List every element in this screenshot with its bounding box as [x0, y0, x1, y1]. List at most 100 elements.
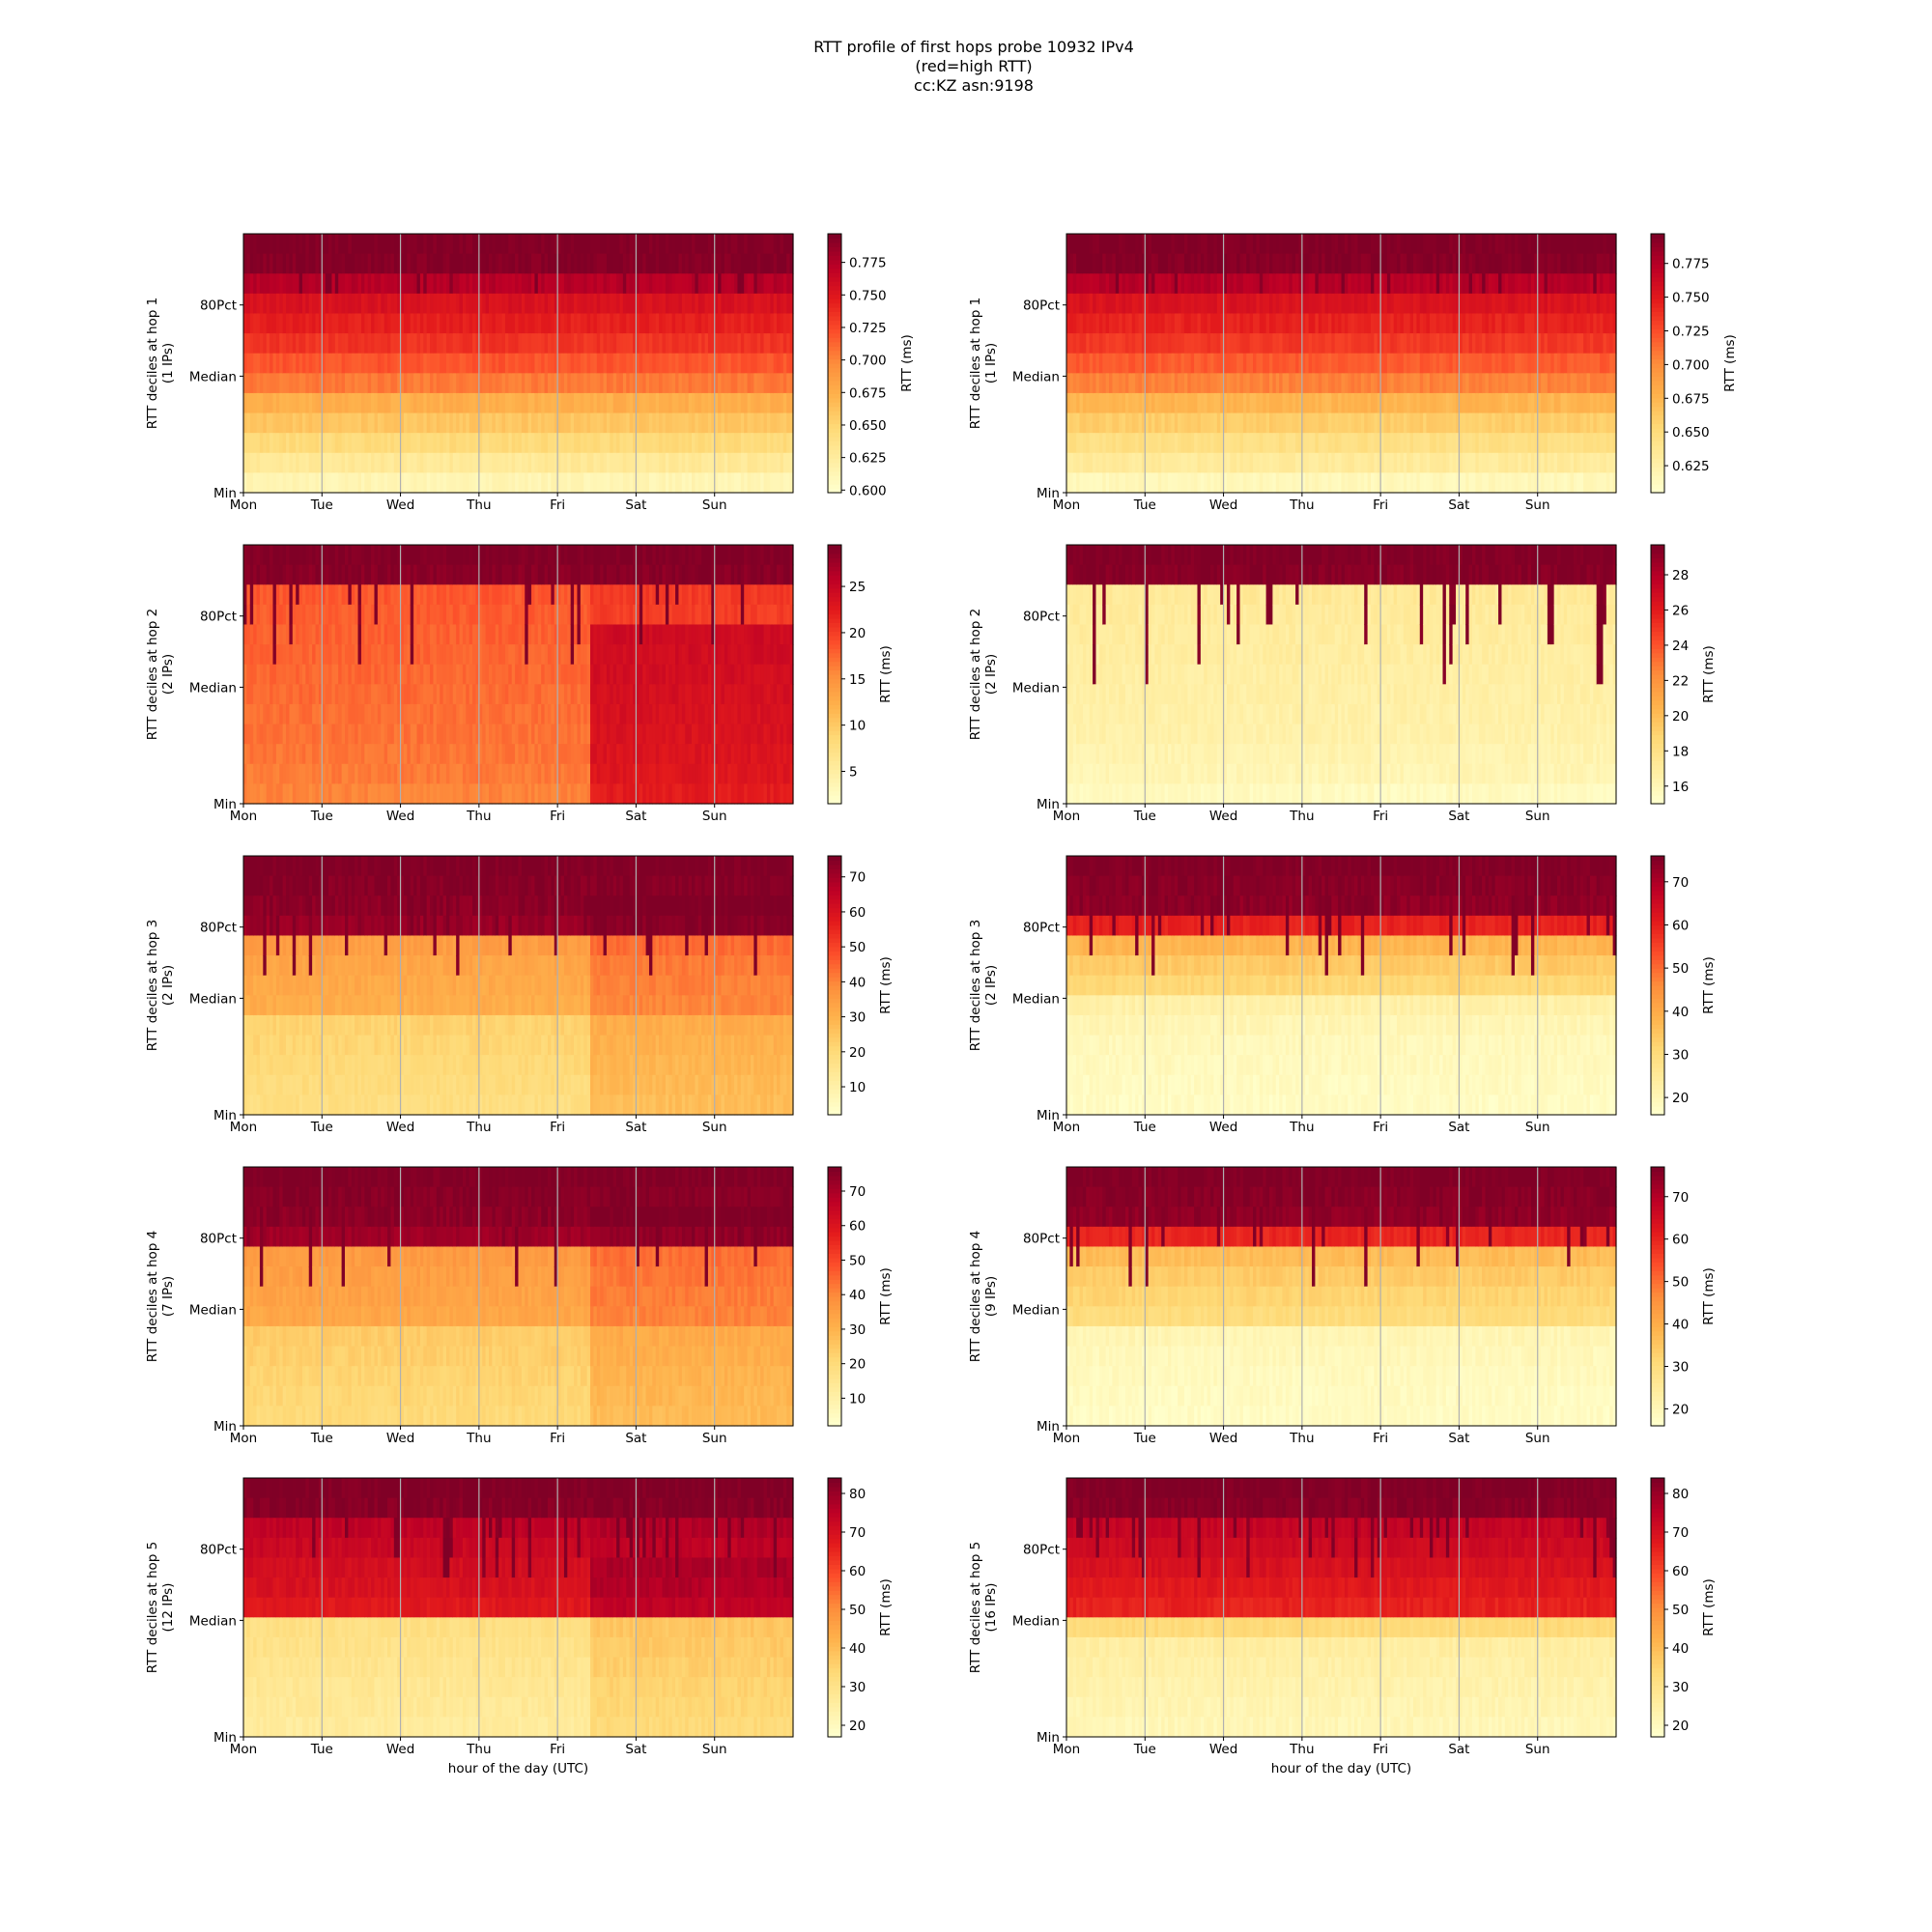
heatmap-cell [1413, 313, 1417, 334]
heatmap-cell [381, 452, 385, 473]
heatmap-cell [704, 253, 709, 274]
heatmap-cell [1338, 472, 1343, 494]
heatmap-cell [445, 273, 450, 295]
heatmap-cell [344, 412, 349, 434]
heatmap-cell [786, 333, 791, 355]
heatmap-cell [1204, 353, 1208, 374]
heatmap-cell [701, 293, 706, 315]
heatmap-cell [469, 273, 473, 295]
heatmap-cell [249, 234, 254, 255]
heatmap-cell [1488, 293, 1492, 315]
heatmap-cell [636, 412, 640, 434]
colorbar-segment [1651, 255, 1664, 261]
heatmap-cell [688, 353, 693, 374]
heatmap-cell [740, 412, 745, 434]
heatmap-cell [1187, 253, 1192, 274]
heatmap-cell [724, 373, 728, 394]
heatmap-cell [1072, 333, 1077, 355]
heatmap-cell [747, 293, 752, 315]
heatmap-cell [384, 273, 388, 295]
heatmap-cell [1338, 273, 1343, 295]
heatmap-cell [626, 412, 631, 434]
heatmap-cell [1423, 234, 1428, 255]
heatmap-cell [1377, 452, 1381, 473]
heatmap-cell [1223, 373, 1228, 394]
heatmap-cell [1122, 373, 1126, 394]
heatmap-cell [279, 392, 284, 414]
heatmap-cell [282, 392, 287, 414]
heatmap-cell [551, 333, 555, 355]
heatmap-cell [734, 452, 739, 473]
heatmap-cell [534, 392, 539, 414]
heatmap-cell [1449, 392, 1454, 414]
heatmap-cell [377, 313, 382, 334]
heatmap-cell [1488, 313, 1492, 334]
heatmap-cell [282, 273, 287, 295]
heatmap-cell [1468, 353, 1473, 374]
heatmap-cell [750, 273, 754, 295]
heatmap-cell [600, 392, 605, 414]
heatmap-cell [485, 392, 490, 414]
colorbar-segment [1651, 346, 1664, 352]
heatmap-cell [1151, 373, 1156, 394]
colorbar-segment [1651, 302, 1664, 308]
heatmap-cell [360, 293, 365, 315]
heatmap-cell [1350, 472, 1355, 494]
heatmap-cell [1465, 333, 1470, 355]
heatmap-cell [1246, 392, 1251, 414]
heatmap-cell [1268, 373, 1273, 394]
heatmap-cell [557, 273, 562, 295]
heatmap-cell [498, 452, 503, 473]
heatmap-cell [433, 333, 438, 355]
heatmap-cell [692, 253, 696, 274]
heatmap-cell [1449, 472, 1454, 494]
heatmap-cell [1406, 273, 1411, 295]
heatmap-cell [1089, 472, 1094, 494]
colorbar-segment [828, 479, 841, 485]
heatmap-cell [730, 273, 735, 295]
heatmap-cell [1102, 433, 1107, 454]
heatmap-cell [1374, 373, 1378, 394]
heatmap-cell [1105, 373, 1110, 394]
heatmap-cell [367, 433, 372, 454]
heatmap-cell [724, 392, 728, 414]
heatmap-cell [525, 433, 529, 454]
heatmap-cell [1102, 273, 1107, 295]
heatmap-cell [348, 373, 353, 394]
heatmap-cell [1239, 353, 1244, 374]
heatmap-cell [397, 392, 402, 414]
heatmap-cell [393, 353, 398, 374]
heatmap-cell [348, 353, 353, 374]
heatmap-cell [1233, 293, 1237, 315]
heatmap-cell [633, 293, 638, 315]
heatmap-cell [1079, 234, 1084, 255]
heatmap-cell [612, 472, 617, 494]
heatmap-cell [665, 293, 669, 315]
heatmap-cell [489, 472, 494, 494]
heatmap-cell [1312, 452, 1317, 473]
heatmap-cell [308, 273, 313, 295]
heatmap-cell [544, 412, 549, 434]
heatmap-cell [253, 373, 258, 394]
heatmap-cell [567, 353, 572, 374]
heatmap-cell [1145, 392, 1150, 414]
heatmap-cell [789, 333, 794, 355]
heatmap-cell [1338, 333, 1343, 355]
heatmap-cell [1253, 293, 1258, 315]
heatmap-cell [472, 412, 477, 434]
heatmap-cell [328, 472, 333, 494]
heatmap-cell [296, 472, 300, 494]
heatmap-cell [1233, 313, 1237, 334]
colorbar-segment [1651, 272, 1664, 278]
heatmap-cell [551, 353, 555, 374]
heatmap-cell [521, 433, 526, 454]
heatmap-cell [1478, 293, 1483, 315]
heatmap-cell [426, 353, 431, 374]
heatmap-cell [1298, 313, 1303, 334]
heatmap-cell [253, 273, 258, 295]
heatmap-cell [786, 412, 791, 434]
heatmap-cell [544, 452, 549, 473]
heatmap-cell [527, 253, 532, 274]
y-tick-label: 80Pct [1023, 298, 1060, 314]
heatmap-cell [1213, 234, 1218, 255]
